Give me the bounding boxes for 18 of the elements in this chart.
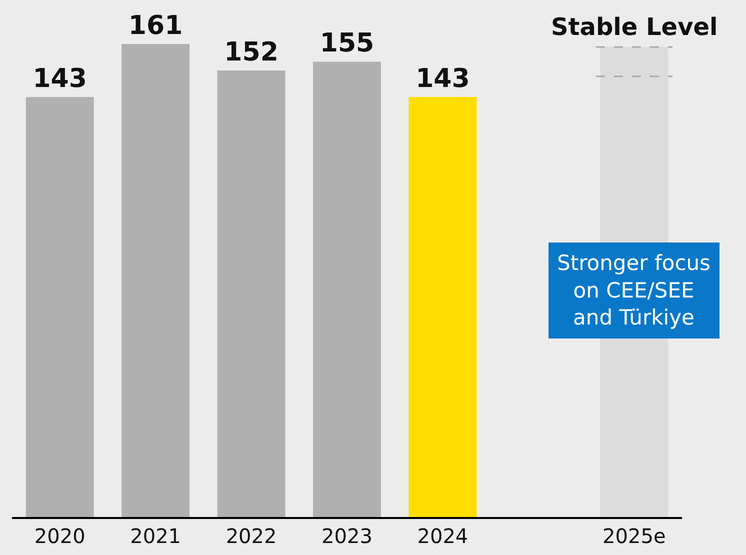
- data-label: 161: [128, 11, 183, 42]
- annotation: Stronger focus on CEE/SEE and Türkiye: [557, 251, 710, 330]
- ref-line-label: Stable Level: [551, 13, 718, 41]
- data-label: 143: [32, 64, 87, 94]
- x-tick-label: 2020: [34, 524, 86, 548]
- bar: [313, 62, 381, 517]
- data-label: 152: [224, 38, 278, 68]
- x-tick-label: 2025e: [602, 524, 666, 548]
- bar: [217, 70, 286, 517]
- bar: [122, 44, 190, 517]
- x-tick-label: 2024: [417, 524, 468, 548]
- x-tick-label: 2023: [322, 524, 372, 548]
- x-tick-label: 2021: [130, 524, 182, 548]
- bar: [408, 96, 477, 517]
- bar: [26, 96, 94, 517]
- data-label: 155: [320, 28, 374, 59]
- data-label: 143: [416, 64, 470, 94]
- x-tick-label: 2022: [226, 524, 277, 548]
